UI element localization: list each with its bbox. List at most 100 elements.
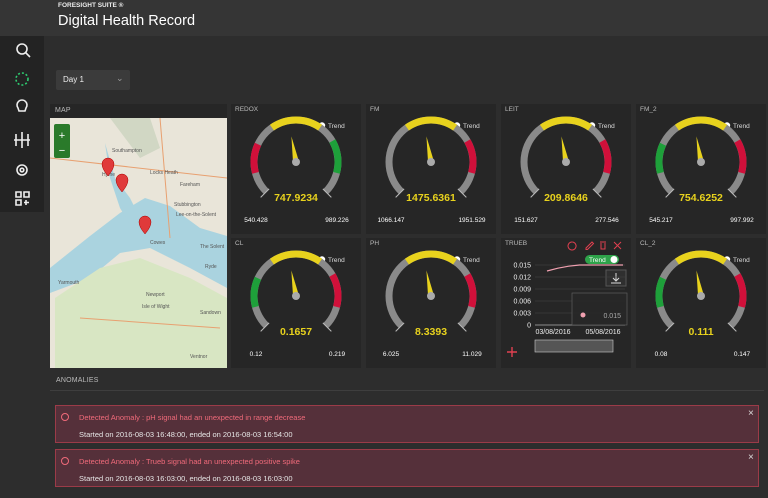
- zoom-in[interactable]: +: [59, 130, 65, 142]
- gauge-zone-top: [539, 116, 593, 131]
- gauge-max: 0.219: [329, 351, 346, 358]
- map-place-label: Stubbington: [174, 202, 201, 208]
- gauge-end-tick: [457, 322, 467, 332]
- trend-label: Trend: [463, 257, 480, 264]
- map[interactable]: SouthamptonHytheLocks HeathFarehamStubbi…: [50, 118, 227, 368]
- alert-close[interactable]: ×: [748, 452, 754, 463]
- gauge-zone-right: [464, 273, 477, 308]
- map-place-label: The Solent: [200, 244, 225, 250]
- page-title: Digital Health Record: [58, 13, 196, 29]
- tool-icon[interactable]: [600, 241, 606, 250]
- map-marker[interactable]: [101, 157, 115, 177]
- header: FORESIGHT SUITE ® Digital Health Record: [0, 0, 768, 36]
- gauge-zone-top: [269, 250, 323, 265]
- zoom-control[interactable]: [54, 124, 70, 158]
- gauge-needle: [291, 136, 299, 163]
- gauge-zone-right: [329, 139, 342, 174]
- gauge-value: 8.3393: [415, 326, 447, 338]
- gauge-max: 997.992: [730, 217, 754, 224]
- gauge-needle: [696, 270, 704, 297]
- anomaly-alert: Detected Anomaly : Trueb signal had an u…: [55, 449, 759, 487]
- gauge-min: 0.12: [250, 351, 263, 358]
- trend-switch[interactable]: [585, 255, 619, 264]
- gauge-value: 754.6252: [679, 192, 723, 204]
- gauge-end-tick: [665, 188, 675, 198]
- needle-hub: [562, 158, 570, 166]
- map-place-label: Isle of Wight: [142, 304, 170, 310]
- alert-close[interactable]: ×: [748, 408, 754, 419]
- gauge-end-tick: [727, 188, 737, 198]
- zoom-out[interactable]: −: [59, 145, 65, 157]
- gauge-value: 0.111: [688, 326, 713, 338]
- tool-icon[interactable]: [567, 241, 577, 251]
- map-panel: MAP SouthamptonHytheLocks HeathFarehamSt…: [50, 104, 227, 368]
- gauge-value: 1475.6361: [406, 192, 456, 204]
- gauge-zone-left: [655, 276, 667, 308]
- gauge-needle: [291, 270, 299, 297]
- map-marker[interactable]: [115, 173, 129, 193]
- gauge-value: 747.9234: [274, 192, 318, 204]
- icon-network[interactable]: [15, 72, 29, 86]
- icon-zoom[interactable]: [16, 43, 28, 55]
- tool-icon[interactable]: [585, 241, 595, 250]
- map-place-label: Cowes: [150, 240, 166, 246]
- alert-icon: [61, 457, 69, 465]
- gauge-end-tick: [395, 188, 405, 198]
- y-tick-label: 0.003: [513, 311, 531, 318]
- switch-knob: [610, 256, 618, 263]
- tool-icon[interactable]: [613, 241, 622, 250]
- y-tick-label: 0: [527, 323, 531, 330]
- needle-hub: [292, 158, 300, 166]
- gauge-zone-left: [250, 142, 262, 174]
- gauge-end-tick: [530, 188, 540, 198]
- needle-hub: [697, 158, 705, 166]
- gauge-zone-right: [599, 139, 612, 174]
- panel-label: FM: [370, 106, 379, 113]
- tooltip: [571, 292, 628, 326]
- icon-equalizer[interactable]: [14, 132, 30, 148]
- gauge-zone-top: [404, 116, 458, 131]
- trend-label: Trend: [328, 123, 345, 130]
- divider: [50, 390, 764, 391]
- day-value: Day 1: [63, 75, 84, 84]
- panel-label: FM_2: [640, 106, 657, 113]
- move-icon[interactable]: [507, 347, 517, 357]
- trend-label: Trend: [598, 123, 615, 130]
- gauge-zone-top: [674, 116, 728, 131]
- icon-settings[interactable]: [16, 164, 28, 176]
- icon-idea[interactable]: [16, 99, 28, 112]
- gauge-zone-left: [250, 276, 262, 308]
- gauge-end-tick: [322, 188, 332, 198]
- gauge-zone-right: [734, 139, 747, 174]
- gauge-zone-right: [734, 273, 747, 308]
- map-place-label: Southampton: [112, 148, 142, 154]
- gauges: REDOX Trend 747.9234 540.428 989.226 FM Trend 1…: [235, 106, 755, 358]
- trend-label: Trend: [328, 257, 345, 264]
- suite-name: FORESIGHT SUITE ®: [58, 2, 124, 9]
- alert-title: Detected Anomaly : Trueb signal had an u…: [79, 457, 300, 466]
- map-marker[interactable]: [138, 215, 152, 235]
- gauge-min: 151.627: [514, 217, 538, 224]
- gauge-end-tick: [457, 188, 467, 198]
- range-slider[interactable]: [534, 339, 614, 353]
- gauge-zone-right: [464, 139, 477, 174]
- gauge-value: 0.1657: [280, 326, 312, 338]
- day-dropdown[interactable]: Day 1 ⌄: [56, 70, 130, 90]
- gauge-end-tick: [260, 322, 270, 332]
- map-place-label: Fareham: [180, 182, 200, 188]
- gauge-needle: [426, 270, 434, 297]
- map-place-label: Lee-on-the-Solent: [176, 212, 217, 218]
- gauge-end-tick: [395, 322, 405, 332]
- map-place-label: Yarmouth: [58, 280, 80, 286]
- y-tick-label: 0.015: [513, 263, 531, 270]
- gauge-max: 0.147: [734, 351, 751, 358]
- gauge-zone-left: [655, 142, 667, 174]
- download-icon: [611, 273, 621, 284]
- alert-title: Detected Anomaly : pH signal had an unex…: [79, 413, 306, 422]
- gauge-needle: [426, 136, 434, 163]
- map-place-label: Newport: [146, 292, 165, 298]
- gauge-zone-right: [329, 273, 342, 308]
- anomalies-label: ANOMALIES: [56, 377, 99, 384]
- icon-widgets[interactable]: [15, 191, 30, 206]
